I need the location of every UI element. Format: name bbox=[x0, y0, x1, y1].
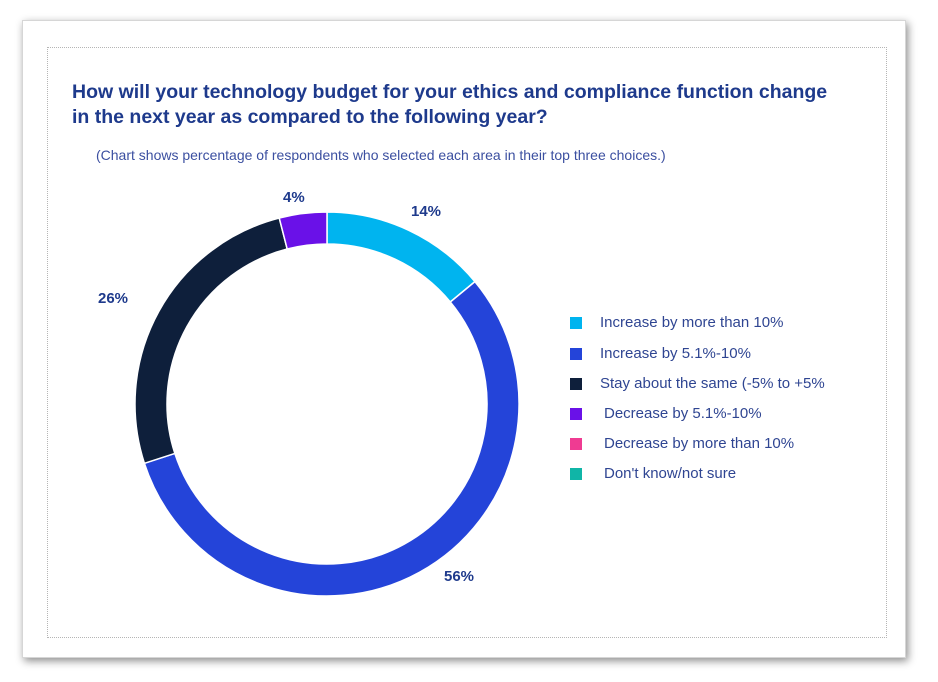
legend-swatch bbox=[570, 438, 582, 450]
data-label-increase-5-10: 56% bbox=[444, 568, 475, 585]
legend-label: Decrease by 5.1%-10% bbox=[604, 405, 762, 422]
donut-slice-2 bbox=[134, 217, 289, 465]
donut-slice-3 bbox=[278, 211, 328, 250]
data-label-decrease-5-10: 4% bbox=[283, 189, 305, 206]
chart-subtitle: (Chart shows percentage of respondents w… bbox=[96, 147, 666, 163]
chart-title: How will your technology budget for your… bbox=[72, 81, 828, 128]
legend-swatch bbox=[570, 348, 582, 360]
chart-border bbox=[47, 47, 887, 638]
legend-swatch bbox=[570, 468, 582, 480]
legend-swatch bbox=[570, 408, 582, 420]
legend-label: Increase by more than 10% bbox=[600, 314, 784, 331]
data-label-stay-same: 26% bbox=[98, 290, 129, 307]
legend-label: Stay about the same (-5% to +5% bbox=[600, 375, 825, 392]
legend-swatch bbox=[570, 378, 582, 390]
legend-label: Don't know/not sure bbox=[604, 465, 737, 482]
legend-swatch bbox=[570, 317, 582, 329]
donut-slice-0 bbox=[326, 211, 476, 304]
data-label-increase-over-10: 14% bbox=[411, 203, 442, 220]
legend-label: Decrease by more than 10% bbox=[604, 435, 795, 452]
legend-label: Increase by 5.1%-10% bbox=[600, 345, 751, 362]
donut-slice-1 bbox=[143, 280, 520, 597]
